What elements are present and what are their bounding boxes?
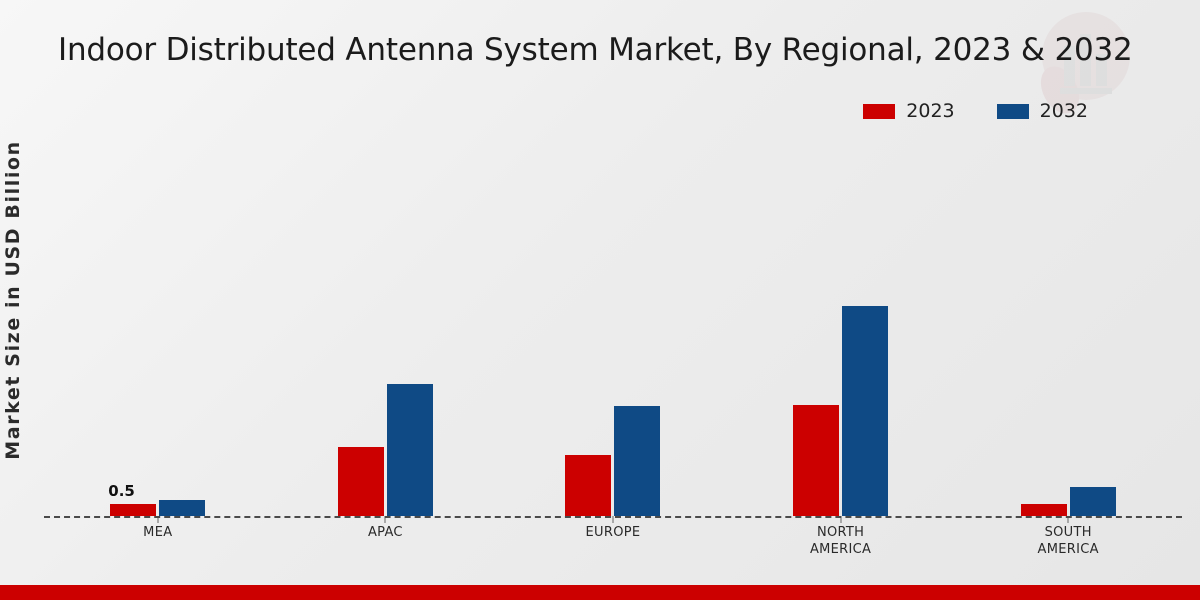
chart-legend: 2023 2032 [863, 102, 1088, 121]
bar-north-america-2023[interactable] [793, 405, 840, 516]
bar-south-america-2032[interactable] [1069, 487, 1116, 516]
y-axis-title-text: Market Size in USD Billion [2, 140, 24, 460]
axis-tick-south-america [1067, 516, 1069, 523]
category-label-line: AMERICA [1037, 542, 1099, 557]
bars-apac [337, 384, 433, 516]
category-label-line: APAC [367, 525, 403, 540]
category-label-north-america: NORTH AMERICA [727, 524, 955, 580]
axis-tick-europe [612, 516, 614, 523]
bars-europe [565, 406, 661, 516]
category-label-line: EUROPE [585, 525, 641, 540]
y-axis-title: Market Size in USD Billion [2, 140, 36, 459]
bar-north-america-2032[interactable] [842, 306, 889, 516]
bar-apac-2023[interactable] [337, 447, 384, 516]
legend-item-2032[interactable]: 2032 [996, 100, 1088, 122]
chart-title: Indoor Distributed Antenna System Market… [58, 32, 1133, 68]
bar-mea-2023[interactable] [110, 504, 157, 516]
bar-group-north-america [727, 150, 955, 523]
category-label-europe: EUROPE [499, 524, 727, 580]
bar-value-mea-2023: 0.5 [108, 482, 135, 500]
bar-group-south-america [954, 150, 1182, 523]
bar-europe-2023[interactable] [565, 455, 612, 516]
bars-north-america [793, 306, 889, 516]
bars-south-america [1020, 487, 1116, 516]
category-label-apac: APAC [272, 524, 500, 580]
bar-groups: 0.5 [44, 150, 1182, 523]
category-label-line: NORTH [816, 525, 865, 540]
axis-tick-north-america [840, 516, 842, 523]
legend-swatch-2023 [863, 104, 896, 119]
legend-item-2023[interactable]: 2023 [863, 100, 955, 122]
category-label-line: SOUTH [1044, 525, 1092, 540]
category-label-line: MEA [143, 525, 173, 540]
bar-group-apac [272, 150, 500, 523]
x-axis-baseline [44, 516, 1182, 518]
bar-group-mea: 0.5 [44, 150, 272, 523]
bar-apac-2032[interactable] [386, 384, 433, 516]
bar-europe-2032[interactable] [614, 406, 661, 516]
category-label-line: AMERICA [809, 542, 872, 557]
bar-group-europe [499, 150, 727, 523]
axis-tick-apac [384, 516, 386, 523]
legend-swatch-2032 [996, 104, 1029, 119]
category-label-south-america: SOUTH AMERICA [954, 524, 1182, 580]
legend-label-2023: 2023 [906, 100, 955, 122]
category-label-mea: MEA [44, 524, 272, 580]
axis-tick-mea [157, 516, 159, 523]
bottom-accent-bar [0, 585, 1200, 600]
bar-south-america-2023[interactable] [1020, 504, 1067, 516]
bar-mea-2032[interactable] [159, 500, 206, 516]
x-axis-categories: MEA APAC EUROPE NORTH AMERICA SOUTH AMER… [44, 524, 1182, 580]
bars-mea: 0.5 [108, 482, 206, 516]
legend-label-2032: 2032 [1039, 100, 1088, 122]
